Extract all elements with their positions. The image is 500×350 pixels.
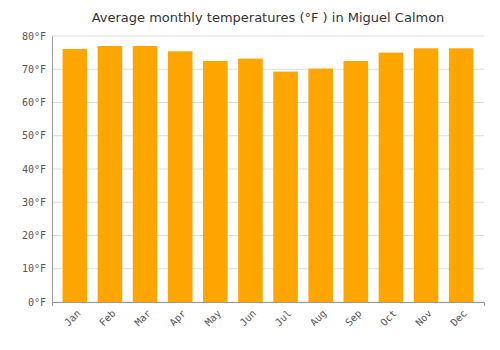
x-tick: Oct: [378, 308, 399, 329]
y-tick: 50°F: [22, 130, 52, 141]
x-axis: Jan Feb Mar Apr May Jun Jul Aug Sep Oct Nov Dec: [53, 303, 485, 329]
x-tick: Jun: [238, 308, 259, 329]
y-tick: 80°F: [22, 31, 52, 42]
y-tick: 70°F: [22, 64, 52, 75]
y-tick: 40°F: [22, 164, 52, 175]
grid: [52, 36, 484, 302]
y-axis: 0°F 10°F 20°F 30°F 40°F 50°F 60°F 70°F 80°F: [22, 31, 53, 308]
y-tick-label: 0°F: [28, 297, 46, 308]
x-tick-label: Apr: [167, 308, 188, 329]
bar: [203, 61, 228, 302]
x-tick: Aug: [308, 308, 329, 329]
chart: 0°F 10°F 20°F 30°F 40°F 50°F 60°F 70°F 80°F Jan Fe…: [0, 0, 500, 350]
y-tick-label: 20°F: [22, 230, 46, 241]
x-tick: Mar: [132, 308, 153, 329]
x-tick-label: Mar: [132, 308, 153, 329]
bar: [63, 49, 88, 302]
x-tick: Jul: [273, 308, 294, 329]
bar: [414, 48, 439, 302]
y-tick-label: 10°F: [22, 263, 46, 274]
y-tick: 0°F: [28, 297, 52, 308]
bar: [449, 48, 474, 302]
y-tick-label: 50°F: [22, 130, 46, 141]
y-tick: 10°F: [22, 263, 52, 274]
bar: [238, 59, 263, 302]
bar: [133, 46, 158, 302]
y-tick-label: 30°F: [22, 197, 46, 208]
bar: [98, 46, 123, 302]
bars: [63, 46, 474, 302]
y-tick-label: 70°F: [22, 64, 46, 75]
x-tick-label: Feb: [97, 308, 118, 329]
y-tick: 20°F: [22, 230, 52, 241]
bar: [273, 72, 298, 302]
y-axis-line: [52, 37, 53, 303]
x-tick-label: Dec: [448, 308, 469, 329]
y-tick: 30°F: [22, 197, 52, 208]
x-tick-label: Aug: [308, 308, 329, 329]
bar: [379, 53, 404, 302]
x-tick: Apr: [167, 308, 188, 329]
x-tick: May: [203, 308, 224, 329]
x-tick: Sep: [343, 308, 364, 329]
x-tick: Nov: [413, 308, 434, 329]
plot-area: 0°F 10°F 20°F 30°F 40°F 50°F 60°F 70°F 80°F Jan Fe…: [22, 31, 485, 329]
y-tick-label: 60°F: [22, 97, 46, 108]
x-tick-label: May: [203, 308, 224, 329]
bar: [168, 51, 193, 302]
x-axis-line: [53, 303, 485, 307]
x-tick-label: Jun: [238, 308, 259, 329]
y-tick-label: 40°F: [22, 164, 46, 175]
x-tick-label: Sep: [343, 308, 364, 329]
x-tick: Jan: [62, 308, 83, 329]
y-tick: 60°F: [22, 97, 52, 108]
grid-line: [52, 36, 484, 37]
x-tick: Feb: [97, 308, 118, 329]
bar: [308, 69, 333, 302]
x-tick-label: Jan: [62, 308, 83, 329]
x-tick-label: Jul: [273, 308, 294, 329]
y-tick-label: 80°F: [22, 31, 46, 42]
x-tick-label: Oct: [378, 308, 399, 329]
title: Average monthly temperatures (°F ) in Mi…: [92, 10, 445, 25]
x-tick-label: Nov: [413, 308, 434, 329]
x-tick: Dec: [448, 308, 469, 329]
bar: [344, 61, 369, 302]
